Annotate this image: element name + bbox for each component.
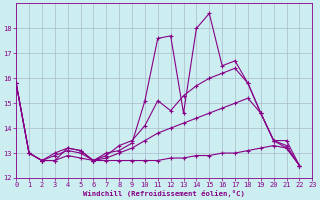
X-axis label: Windchill (Refroidissement éolien,°C): Windchill (Refroidissement éolien,°C): [83, 190, 245, 197]
